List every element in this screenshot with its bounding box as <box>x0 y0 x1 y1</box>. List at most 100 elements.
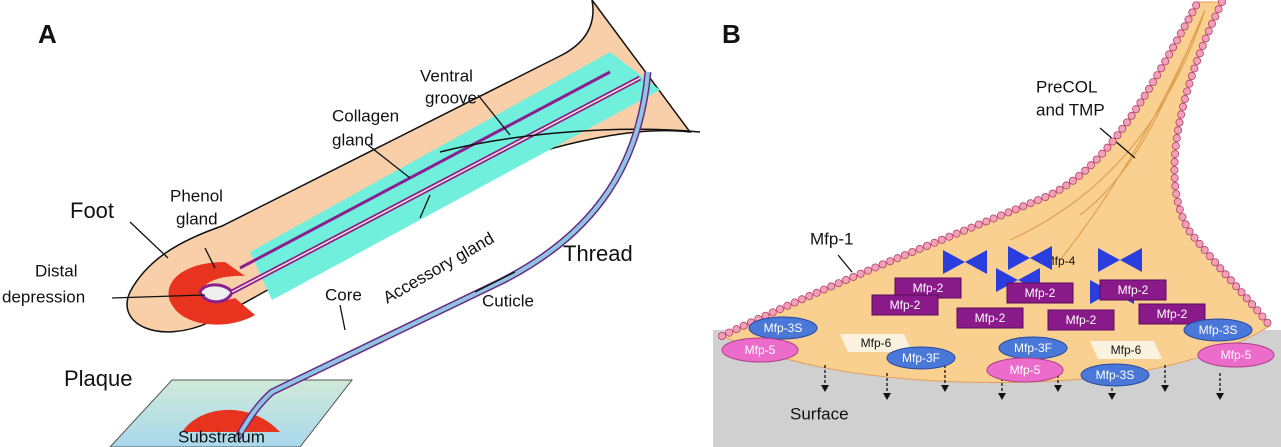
label: and TMP <box>1036 100 1105 119</box>
bead <box>1237 288 1246 297</box>
bead <box>1258 312 1267 321</box>
leader <box>367 144 411 179</box>
bead <box>1183 87 1192 96</box>
label: groove <box>425 88 477 107</box>
bead <box>1178 102 1187 111</box>
mfp-5 <box>721 337 799 363</box>
protein-label: Mfp-3S <box>764 321 803 335</box>
leader <box>1099 127 1136 159</box>
bead <box>1172 36 1181 45</box>
label: Cuticle <box>482 291 534 310</box>
bead <box>725 328 734 337</box>
mfp-5 <box>1197 342 1275 368</box>
bead <box>841 276 850 285</box>
protein-label: Mfp-2 <box>1118 283 1149 297</box>
bead <box>1190 233 1199 242</box>
bead <box>1195 239 1204 248</box>
bead <box>1201 34 1210 43</box>
label: Phenol <box>170 186 223 205</box>
bead <box>1171 142 1180 151</box>
panel-b: B PreCOL and TMP Mfp-1 Mfp-4 Surface Mfp… <box>713 0 1281 447</box>
bead <box>1214 5 1223 14</box>
bead <box>893 254 902 263</box>
mfp-2 <box>871 294 939 316</box>
lower-edge <box>439 128 701 153</box>
bead <box>1092 155 1101 164</box>
leader <box>339 304 346 331</box>
bead <box>827 282 836 291</box>
bead <box>1207 19 1216 28</box>
label: Collagen <box>332 106 399 125</box>
bead <box>974 220 983 229</box>
bead <box>1232 282 1241 291</box>
bead <box>1157 64 1166 73</box>
bead <box>1075 171 1084 180</box>
bead <box>945 232 954 241</box>
bead <box>1198 41 1207 50</box>
bead <box>1055 185 1064 194</box>
bead <box>1175 205 1184 214</box>
bead <box>1068 176 1077 185</box>
protein-label: Mfp-2 <box>1066 313 1097 327</box>
protein-label: Mfp-5 <box>1221 348 1252 362</box>
bead <box>1184 15 1193 24</box>
bead <box>1113 131 1122 140</box>
bead <box>1190 64 1199 73</box>
bead <box>797 295 806 304</box>
protein-label: Mfp-2 <box>890 298 921 312</box>
protein-label: Mfp-6 <box>1111 343 1142 357</box>
protein-label: Mfp-5 <box>1010 363 1041 377</box>
bead <box>1098 149 1107 158</box>
label: Plaque <box>64 366 133 391</box>
bead <box>1200 246 1209 255</box>
leader <box>129 221 169 259</box>
bead <box>1033 196 1042 205</box>
bead <box>1136 98 1145 107</box>
bead <box>812 288 821 297</box>
bead <box>1263 318 1272 327</box>
bead <box>997 211 1006 220</box>
bead <box>1172 134 1181 143</box>
mfp-4 <box>1098 248 1142 272</box>
bead <box>1180 22 1189 31</box>
protein-label: Mfp-5 <box>745 343 776 357</box>
bead <box>1204 27 1213 36</box>
arrow-head <box>998 393 1006 400</box>
bead <box>1048 189 1057 198</box>
label: Foot <box>70 198 114 223</box>
bead <box>1127 111 1136 120</box>
bead <box>1170 158 1179 167</box>
protein-label: Mfp-6 <box>861 336 892 350</box>
bead <box>1019 202 1028 211</box>
bead <box>1193 56 1202 65</box>
panel-label: A <box>38 19 57 49</box>
mfp-2 <box>1047 309 1115 331</box>
bead <box>967 223 976 232</box>
leader <box>111 294 206 299</box>
thread <box>234 71 650 442</box>
bead <box>1081 166 1090 175</box>
bead <box>923 241 932 250</box>
bead <box>1103 143 1112 152</box>
bead <box>1185 227 1194 236</box>
bead <box>1242 294 1251 303</box>
groove <box>239 70 611 270</box>
bead <box>952 229 961 238</box>
panel-label: B <box>722 19 741 49</box>
bead <box>819 285 828 294</box>
distal-depression <box>198 283 234 304</box>
mfp-2 <box>1138 303 1206 325</box>
bead <box>937 235 946 244</box>
bead <box>1173 197 1182 206</box>
bead <box>886 257 895 266</box>
bead <box>930 238 939 247</box>
fibers <box>1009 9 1206 261</box>
protein-label: Mfp-2 <box>1025 286 1056 300</box>
phenol-gland <box>168 262 255 325</box>
bead <box>1172 189 1181 198</box>
bead <box>732 325 741 334</box>
mfp-3 <box>1080 363 1150 387</box>
bead <box>1188 8 1197 17</box>
arrow-head <box>1108 393 1116 400</box>
bead <box>1221 270 1230 279</box>
